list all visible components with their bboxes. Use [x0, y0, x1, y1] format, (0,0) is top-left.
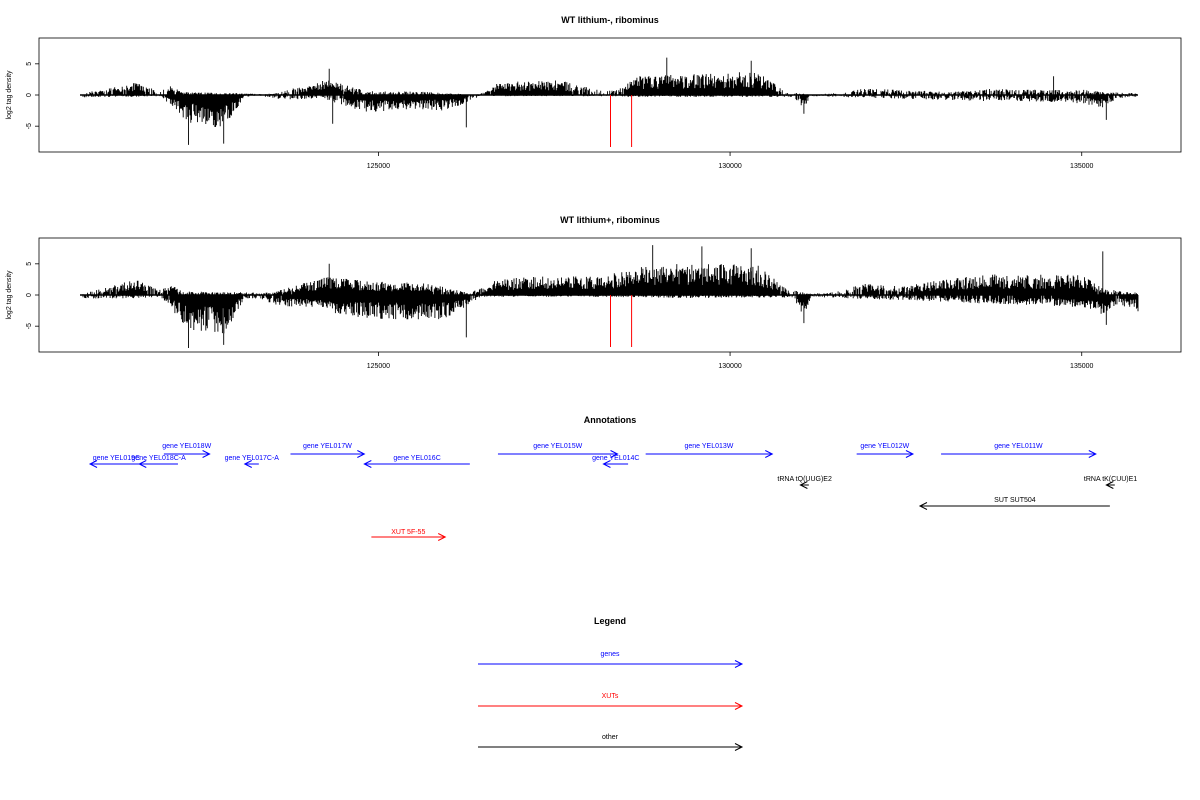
feature-sut-sut504: SUT SUT504: [918, 497, 1110, 510]
feature-gene-yel012w: gene YEL012W: [856, 443, 915, 458]
y-tick-label: -5: [26, 123, 33, 129]
feature-label: gene YEL017C-A: [225, 455, 280, 462]
y-tick-label: 0: [26, 93, 33, 97]
feature-label: gene YEL015W: [533, 443, 582, 450]
feature-label: XUT 5F-55: [391, 529, 425, 536]
feature-gene-yel017c-a: gene YEL017C-A: [225, 455, 280, 468]
density-bars: [80, 245, 1139, 348]
feature-label: gene YEL012W: [860, 443, 909, 450]
feature-gene-yel019c: gene YEL019C: [88, 455, 143, 468]
tag-density-bars: [82, 57, 1137, 145]
feature-gene-yel017w: gene YEL017W: [290, 443, 366, 458]
feature-trna-tq-uug-e2: tRNA tQ(UUG)E2: [777, 476, 832, 489]
y-axis: -5 0 5: [26, 262, 39, 329]
annotations-title: Annotations: [584, 415, 637, 425]
x-tick-label: 135000: [1070, 363, 1093, 370]
feature-gene-yel016c: gene YEL016C: [363, 455, 470, 468]
density-bars: [80, 57, 1138, 145]
feature-label: gene YEL019C: [93, 455, 140, 462]
legend-label: other: [602, 734, 619, 741]
feature-gene-yel018w: gene YEL018W: [162, 443, 212, 458]
y-axis-label: log2 tag density: [6, 270, 13, 320]
panel-title: WT lithium-, ribominus: [561, 15, 659, 25]
y-tick-label: -5: [26, 323, 33, 329]
x-tick-label: 130000: [718, 163, 741, 170]
feature-label: gene YEL016C: [393, 455, 440, 462]
x-axis: 125000 130000 135000: [367, 352, 1094, 370]
y-axis: -5 0 5: [26, 62, 39, 129]
x-tick-label: 125000: [367, 363, 390, 370]
y-axis-label: log2 tag density: [6, 70, 13, 120]
feature-gene-yel015w: gene YEL015W: [497, 443, 619, 458]
feature-gene-yel013w: gene YEL013W: [645, 443, 774, 458]
legend-item-xuts: XUTs: [478, 693, 744, 710]
y-tick-label: 5: [26, 262, 33, 266]
legend-label: genes: [600, 651, 620, 658]
feature-trna-tk-cuu-e1: tRNA tK(CUU)E1: [1084, 476, 1137, 489]
legend-title: Legend: [594, 616, 626, 626]
legend: Legend genes XUTs other: [478, 616, 744, 751]
feature-xut-5f-55: XUT 5F-55: [371, 529, 447, 541]
legend-label: XUTs: [602, 693, 619, 700]
feature-label: SUT SUT504: [994, 497, 1036, 504]
feature-gene-yel018c-a: gene YEL018C-A: [131, 455, 186, 468]
y-tick-label: 0: [26, 293, 33, 297]
x-tick-label: 135000: [1070, 163, 1093, 170]
legend-items: genes XUTs other: [478, 651, 744, 751]
feature-gene-yel014c: gene YEL014C: [592, 455, 639, 468]
feature-gene-yel011w: gene YEL011W: [941, 443, 1097, 458]
x-axis: 125000 130000 135000: [367, 152, 1094, 170]
feature-label: tRNA tQ(UUG)E2: [777, 476, 832, 483]
feature-label: gene YEL014C: [592, 455, 639, 462]
x-tick-label: 130000: [718, 363, 741, 370]
feature-label: gene YEL018W: [162, 443, 211, 450]
feature-label: gene YEL018C-A: [131, 455, 186, 462]
feature-label: tRNA tK(CUU)E1: [1084, 476, 1137, 483]
feature-label: gene YEL013W: [685, 443, 734, 450]
track-panel-lithium-plus: WT lithium+, ribominus log2 tag density …: [6, 215, 1182, 370]
y-tick-label: 5: [26, 62, 33, 66]
track-panel-lithium-minus: WT lithium-, ribominus log2 tag density …: [6, 15, 1182, 170]
feature-label: gene YEL017W: [303, 443, 352, 450]
position-markers: [610, 95, 633, 147]
x-tick-label: 125000: [367, 163, 390, 170]
position-markers: [610, 295, 633, 347]
panel-title: WT lithium+, ribominus: [560, 215, 660, 225]
feature-label: gene YEL011W: [994, 443, 1043, 450]
legend-item-genes: genes: [478, 651, 744, 668]
legend-item-other: other: [478, 734, 744, 751]
